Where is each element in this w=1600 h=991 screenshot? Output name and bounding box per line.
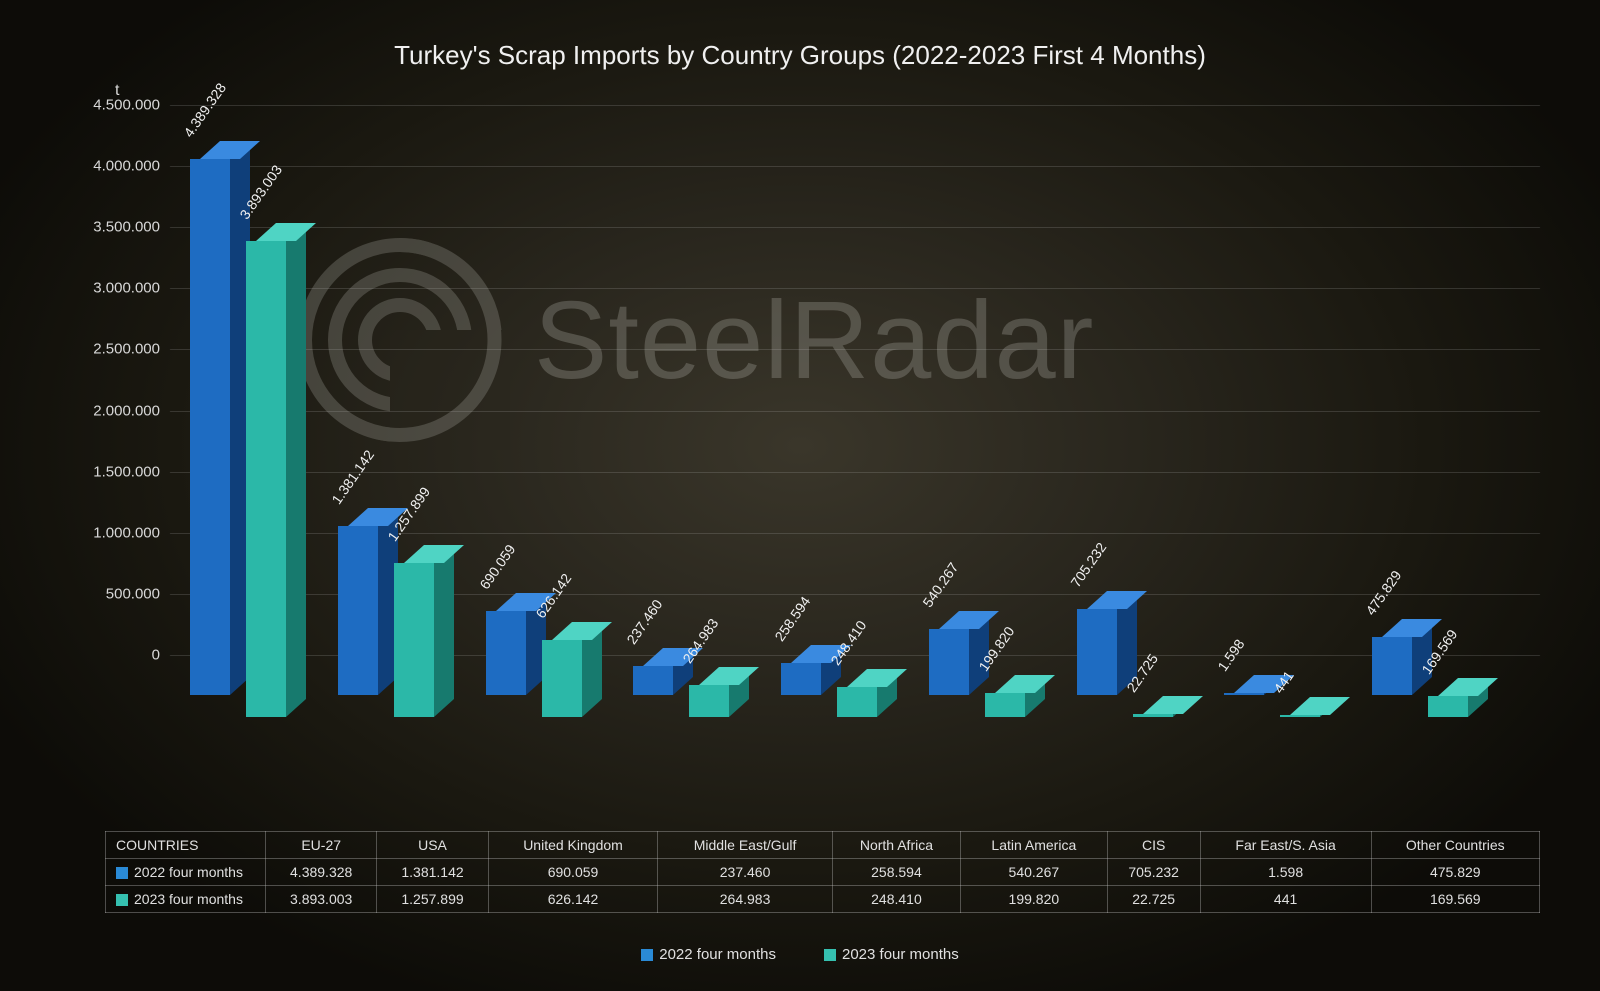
table-cell: 248.410 [832,886,960,913]
y-tick-label: 1.000.000 [40,524,160,541]
table-row-header: 2023 four months [106,886,266,913]
table-col-header: Other Countries [1371,832,1539,859]
table-cell: 441 [1200,886,1371,913]
bar-value-label: 264.983 [680,615,722,666]
data-table: COUNTRIESEU-27USAUnited KingdomMiddle Ea… [105,831,1540,913]
y-tick-label: 3.500.000 [40,219,160,236]
table-col-header: Middle East/Gulf [658,832,832,859]
table-cell: 1.381.142 [377,859,488,886]
table-cell: 1.598 [1200,859,1371,886]
table-cell: 22.725 [1107,886,1200,913]
table-col-header: Latin America [961,832,1108,859]
table-cell: 1.257.899 [377,886,488,913]
bar-value-label: 1.381.142 [328,447,377,507]
table-col-header: Far East/S. Asia [1200,832,1371,859]
table-cell: 3.893.003 [266,886,377,913]
y-tick-label: 500.000 [40,585,160,602]
table-cell: 264.983 [658,886,832,913]
chart-title: Turkey's Scrap Imports by Country Groups… [0,40,1600,71]
bar-value-label: 237.460 [624,596,666,647]
table-cell: 169.569 [1371,886,1539,913]
table-row-header: 2022 four months [106,859,266,886]
table-col-header: North Africa [832,832,960,859]
y-tick-label: 0 [40,647,160,664]
legend-item: 2022 four months [641,946,776,963]
y-tick-label: 2.000.000 [40,402,160,419]
table-cell: 199.820 [961,886,1108,913]
gridline [170,288,1541,289]
bar-value-label: 690.059 [476,541,518,592]
bar-value-label: 258.594 [771,594,813,645]
bar-value-label: 540.267 [919,559,961,610]
table-cell: 540.267 [961,859,1108,886]
table-header-countries: COUNTRIES [106,832,266,859]
bar-value-label: 4.389.328 [180,79,229,139]
gridline [170,105,1541,106]
y-tick-label: 2.500.000 [40,341,160,358]
table-col-header: USA [377,832,488,859]
chart-plot-area: 0500.0001.000.0001.500.0002.000.0002.500… [110,105,1540,735]
y-tick-label: 1.500.000 [40,463,160,480]
gridline [170,166,1541,167]
table-col-header: United Kingdom [488,832,658,859]
table-cell: 4.389.328 [266,859,377,886]
table-cell: 237.460 [658,859,832,886]
bar-value-label: 705.232 [1067,539,1109,590]
gridline [170,227,1541,228]
bar-value-label: 248.410 [827,617,869,668]
table-col-header: CIS [1107,832,1200,859]
table-cell: 705.232 [1107,859,1200,886]
legend-item: 2023 four months [824,946,959,963]
gridline [170,349,1541,350]
table-col-header: EU-27 [266,832,377,859]
y-tick-label: 4.500.000 [40,97,160,114]
bar-value-label: 475.829 [1363,567,1405,618]
table-cell: 475.829 [1371,859,1539,886]
table-cell: 626.142 [488,886,658,913]
y-tick-label: 3.000.000 [40,280,160,297]
gridline [170,411,1541,412]
gridline [170,472,1541,473]
table-cell: 258.594 [832,859,960,886]
table-cell: 690.059 [488,859,658,886]
y-tick-label: 4.000.000 [40,158,160,175]
legend: 2022 four months 2023 four months [0,946,1600,963]
